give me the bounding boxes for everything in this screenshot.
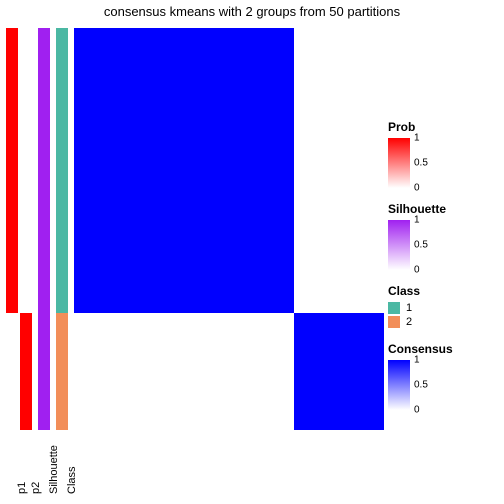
heatmap-block: [294, 313, 384, 430]
anno-segment: [6, 28, 18, 313]
legend-silhouette-title: Silhouette: [388, 202, 500, 216]
anno-col-p1: [6, 28, 18, 430]
legend-class: Class 1 2: [388, 284, 500, 328]
plot-area: [6, 28, 384, 430]
plot-title: consensus kmeans with 2 groups from 50 p…: [0, 4, 504, 19]
legend-class-item: 2: [388, 316, 500, 328]
legend-class-label: 2: [406, 316, 412, 328]
gradient-bar: [388, 360, 410, 410]
consensus-heatmap: [74, 28, 384, 430]
legend-prob-title: Prob: [388, 120, 500, 134]
col-label-silhouette: Silhouette: [48, 445, 60, 494]
legends: Prob 10.50 Silhouette 10.50 Class 12 Con…: [388, 120, 500, 424]
col-label-p2: p2: [30, 482, 42, 494]
anno-segment: [20, 28, 32, 313]
legend-class-item: 1: [388, 302, 500, 314]
swatch-icon: [388, 316, 400, 328]
legend-consensus: Consensus 10.50: [388, 342, 500, 410]
anno-col-silhouette: [38, 28, 50, 430]
gradient-tick: 1: [414, 133, 420, 144]
anno-segment: [38, 28, 50, 430]
anno-segment: [6, 313, 18, 430]
gradient-tick: 0: [414, 183, 420, 194]
anno-col-class: [56, 28, 68, 430]
gradient-tick: 0.5: [414, 158, 428, 169]
col-label-class: Class: [66, 466, 78, 494]
swatch-icon: [388, 302, 400, 314]
legend-silhouette: Silhouette 10.50: [388, 202, 500, 270]
anno-segment: [56, 313, 68, 430]
legend-class-label: 1: [406, 302, 412, 314]
legend-class-title: Class: [388, 284, 500, 298]
gradient-tick: 0: [414, 405, 420, 416]
gradient-tick: 1: [414, 355, 420, 366]
gradient-bar: [388, 220, 410, 270]
gradient-tick: 1: [414, 215, 420, 226]
gradient-tick: 0.5: [414, 240, 428, 251]
legend-prob: Prob 10.50: [388, 120, 500, 188]
anno-col-p2: [20, 28, 32, 430]
legend-consensus-title: Consensus: [388, 342, 500, 356]
col-label-p1: p1: [16, 482, 28, 494]
anno-segment: [56, 28, 68, 313]
legend-silhouette-gradient: 10.50: [388, 220, 410, 270]
column-labels: p1 p2 Silhouette Class: [6, 432, 384, 502]
heatmap-block: [74, 28, 294, 313]
gradient-tick: 0: [414, 265, 420, 276]
gradient-bar: [388, 138, 410, 188]
legend-prob-gradient: 10.50: [388, 138, 410, 188]
legend-consensus-gradient: 10.50: [388, 360, 410, 410]
gradient-tick: 0.5: [414, 380, 428, 391]
anno-segment: [20, 313, 32, 430]
